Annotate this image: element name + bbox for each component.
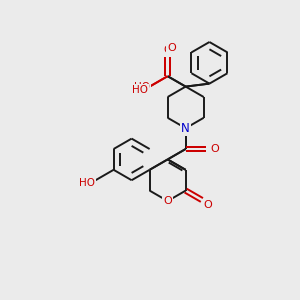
Text: HO: HO xyxy=(79,178,95,188)
Text: O: O xyxy=(167,44,176,53)
Text: O: O xyxy=(203,200,212,210)
Text: N: N xyxy=(181,122,190,135)
Text: HO: HO xyxy=(134,82,150,92)
Text: O: O xyxy=(209,144,218,154)
Text: O: O xyxy=(163,45,172,56)
Text: HO: HO xyxy=(132,85,148,94)
Text: N: N xyxy=(181,122,190,135)
Text: O: O xyxy=(163,196,172,206)
Text: O: O xyxy=(210,144,219,154)
